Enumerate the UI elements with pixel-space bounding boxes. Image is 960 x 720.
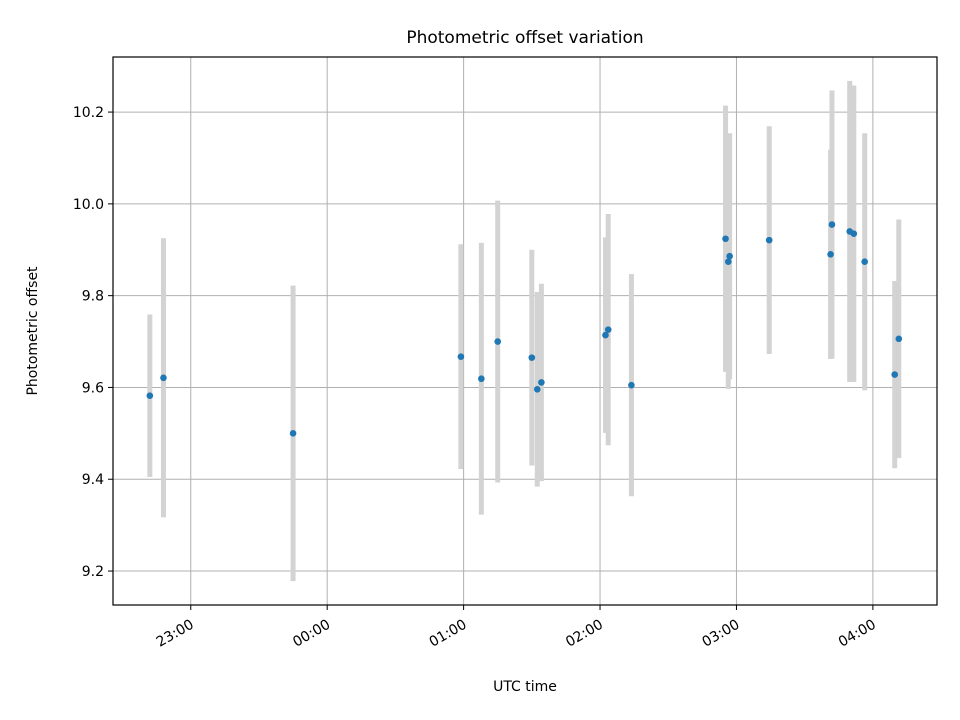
data-point (538, 379, 545, 386)
x-tick-label: 02:00 (563, 617, 606, 651)
grid-lines (113, 57, 937, 605)
y-tick-label: 9.8 (82, 289, 104, 305)
data-point (628, 381, 635, 389)
y-tick-label: 10.0 (73, 197, 104, 213)
y-axis: 9.2 9.4 9.6 9.8 10.0 10.2 (73, 105, 113, 580)
data-point (160, 374, 167, 382)
data-point (827, 251, 834, 258)
y-tick-label: 9.4 (82, 472, 104, 488)
data-point (726, 252, 733, 260)
data-point (604, 326, 612, 333)
data-point (457, 353, 465, 361)
data-point (724, 258, 732, 265)
chart-title: Photometric offset variation (406, 28, 643, 48)
data-point (828, 221, 836, 228)
data-point (722, 235, 729, 243)
data-point (850, 230, 858, 238)
data-point (289, 430, 297, 437)
y-tick-label: 9.6 (82, 380, 104, 396)
data-point (891, 371, 899, 378)
x-axis-label: UTC time (493, 679, 557, 695)
x-tick-label: 01:00 (427, 617, 470, 651)
plot-frame (112, 56, 938, 606)
data-point (478, 375, 485, 383)
data-point (533, 385, 541, 393)
x-tick-label: 00:00 (290, 617, 333, 651)
y-tick-label: 10.2 (73, 105, 104, 121)
x-tick-label: 03:00 (700, 617, 743, 651)
x-axis: 23:00 00:00 01:00 02:00 03:00 04:00 (154, 605, 879, 651)
error-bars (147, 80, 902, 582)
data-point (861, 258, 868, 265)
x-tick-label: 23:00 (154, 617, 197, 651)
x-tick-label: 04:00 (836, 617, 879, 651)
y-tick-label: 9.2 (82, 564, 104, 580)
data-point (494, 338, 502, 345)
y-axis-label: Photometric offset (25, 266, 41, 396)
data-point (146, 392, 154, 400)
data-point (765, 236, 773, 244)
data-point (895, 335, 903, 343)
data-point (602, 331, 609, 339)
data-points (146, 221, 903, 437)
data-point (528, 354, 536, 361)
